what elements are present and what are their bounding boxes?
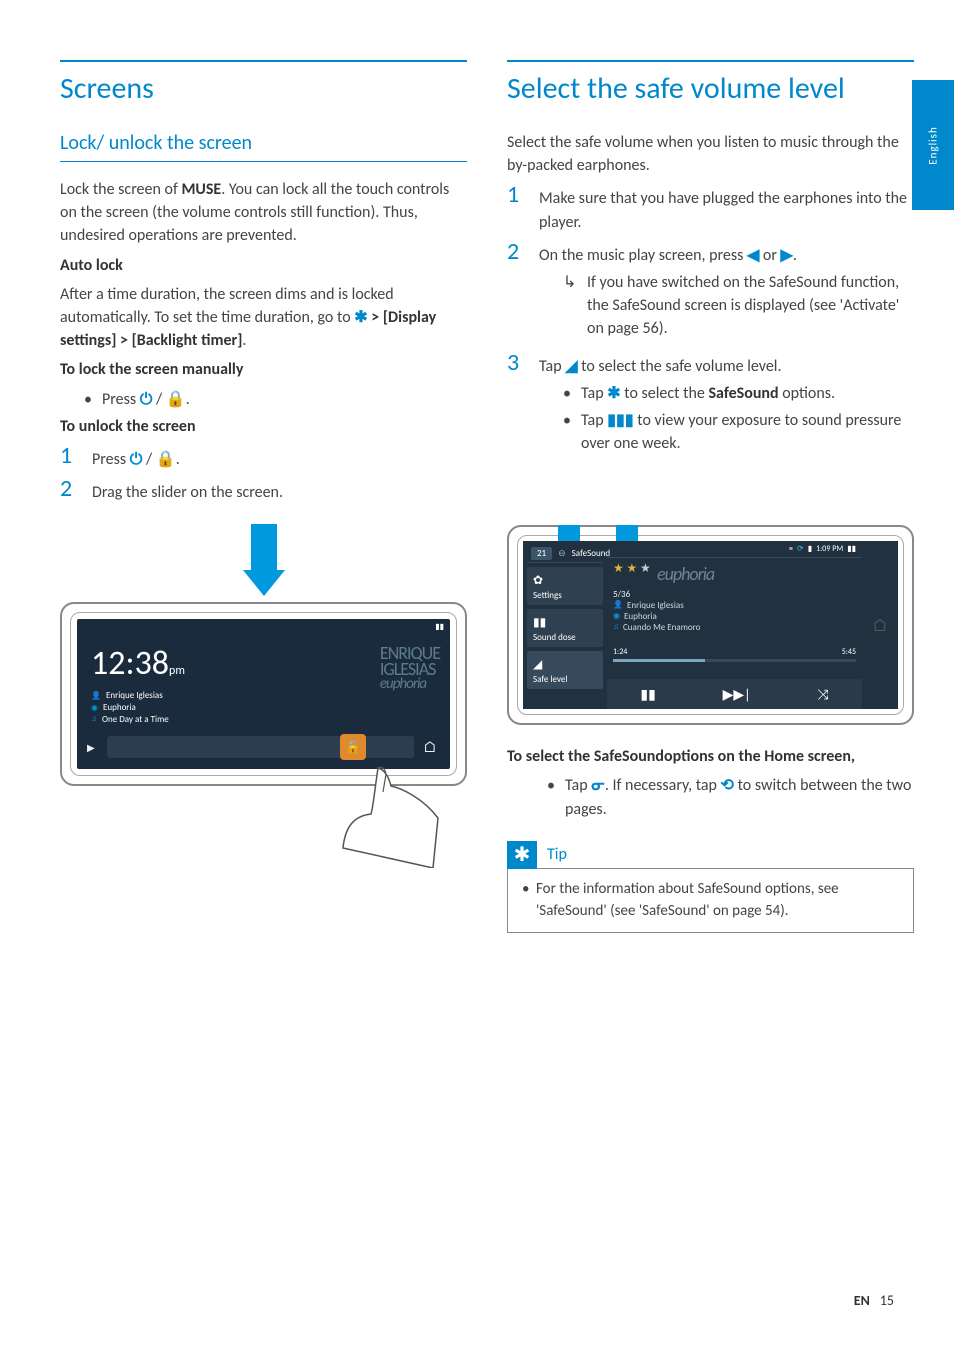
step-3-bullet-1: Tap ✱ to select the SafeSound options.: [563, 382, 914, 405]
battery-icon: ▮▮: [435, 622, 444, 632]
home-options-heading: To select the SafeSoundoptions on the Ho…: [507, 745, 914, 768]
tip-box: ✱ Tip For the information about SafeSoun…: [507, 841, 914, 934]
album-art-text: euphoria: [657, 563, 714, 585]
safe-level-icon: ◢: [565, 357, 577, 376]
left-column: Screens Lock/ unlock the screen Lock the…: [60, 60, 467, 933]
sidebar-item-sound-dose: ▮▮ Sound dose: [527, 609, 603, 647]
step-2-sub: If you have switched on the SafeSound fu…: [563, 271, 914, 341]
auto-lock-body: After a time duration, the screen dims a…: [60, 283, 467, 353]
lock-icon: 🔒: [156, 450, 176, 469]
hand-illustration: [323, 758, 443, 868]
unlock-step-1: 1 Press ⏻ / 🔒.: [60, 444, 467, 471]
gear-icon: ✿: [533, 573, 597, 588]
home-options-bullet: Tap ᓂ. If necessary, tap ⟲ to switch bet…: [547, 774, 914, 820]
tip-icon: ✱: [507, 841, 537, 869]
gear-icon: ✱: [354, 308, 367, 327]
safesound-main: ≡ ⟳ ▮ 1:09 PM ▮▮ ★ ★ ★ euphoria: [607, 541, 862, 709]
footer-page: 15: [880, 1292, 894, 1309]
page-footer: EN 15: [854, 1292, 894, 1309]
album-icon: ◉: [613, 611, 620, 622]
page: Screens Lock/ unlock the screen Lock the…: [0, 0, 954, 973]
unlock-slider: ▶ 🔓 ⌂: [87, 733, 440, 761]
safesound-screen: 21 ⊖ SafeSound ✿ Settings ▮▮ Sound dose: [523, 541, 898, 709]
safesound-figure: 21 ⊖ SafeSound ✿ Settings ▮▮ Sound dose: [507, 525, 914, 725]
shuffle-icon: ⤨: [817, 686, 828, 703]
home-icon: ⌂: [420, 738, 440, 757]
arrow-down-icon: [243, 524, 285, 596]
playback-controls: ▮▮ ▶▶| ⤨: [607, 679, 862, 709]
headphone-icon: ⊖: [558, 548, 566, 559]
track-info: 5/36 👤Enrique Iglesias ◉Euphoria ♫Cuando…: [613, 589, 700, 633]
back-button: 21: [531, 547, 552, 560]
step-2: 2 On the music play screen, press ◀ or ▶…: [507, 240, 914, 345]
battery-icon: ▮▮: [847, 544, 856, 554]
lockscreen: ▮▮ 12:38pm ENRIQUE IGLESIAS euphoria 👤En…: [77, 619, 450, 769]
lockscreen-figure: ▮▮ 12:38pm ENRIQUE IGLESIAS euphoria 👤En…: [60, 524, 467, 844]
sidebar-item-settings: ✿ Settings: [527, 567, 603, 605]
safe-volume-intro: Select the safe volume when you listen t…: [507, 131, 914, 177]
bars-icon: ▮▮▮: [607, 411, 633, 430]
power-icon: ⏻: [130, 450, 143, 469]
step-1: 1 Make sure that you have plugged the ea…: [507, 183, 914, 233]
page-switch-icon: ⟲: [721, 776, 734, 795]
artist-icon: 👤: [613, 600, 623, 611]
footer-lang: EN: [854, 1292, 870, 1309]
pause-icon: ▮▮: [640, 686, 655, 703]
lock-intro: Lock the screen of MUSE. You can lock al…: [60, 178, 467, 248]
step-3: 3 Tap ◢ to select the safe volume level.…: [507, 351, 914, 460]
rating-stars: ★ ★ ★: [613, 561, 651, 576]
volume-icon: ▮: [808, 544, 812, 554]
home-icon: ⌂: [872, 614, 888, 636]
sidebar-item-safe-level: ◢ Safe level: [527, 651, 603, 689]
safe-volume-steps: 1 Make sure that you have plugged the ea…: [507, 183, 914, 459]
tip-text: For the information about SafeSound opti…: [522, 879, 899, 923]
auto-lock-heading: Auto lock: [60, 254, 467, 277]
slider-handle: 🔓: [340, 734, 366, 760]
list-icon: ≡: [789, 544, 793, 554]
tip-label: Tip: [547, 845, 567, 864]
safe-level-icon: ◢: [533, 657, 597, 672]
gear-icon: ✱: [607, 384, 620, 403]
right-column: Select the safe volume level Select the …: [507, 60, 914, 933]
artist-icon: 👤: [91, 691, 101, 701]
bars-icon: ▮▮: [533, 615, 597, 630]
right-arrow-icon: ▶: [781, 246, 793, 265]
lock-icon: 🔒: [166, 390, 186, 409]
left-arrow-icon: ◀: [747, 246, 759, 265]
track-icon: ♫: [613, 622, 619, 633]
headphone-search-icon: ᓂ: [591, 776, 605, 795]
power-icon: ⏻: [140, 390, 153, 409]
track-info: 👤Enrique Iglesias ◉Euphoria ♫One Day at …: [77, 686, 450, 729]
subsection-lock-unlock: Lock/ unlock the screen: [60, 131, 467, 162]
unlock-step-2: 2 Drag the slider on the screen.: [60, 477, 467, 504]
progress-bar: 1:24 5:45: [613, 647, 856, 662]
lock-manual-heading: To lock the screen manually: [60, 358, 467, 381]
lock-manual-list: Press ⏻ / 🔒.: [84, 388, 467, 411]
section-heading-screens: Screens: [60, 60, 467, 107]
album-icon: ◉: [91, 703, 98, 713]
section-heading-safe-volume: Select the safe volume level: [507, 60, 914, 107]
unlock-steps: 1 Press ⏻ / 🔒. 2 Drag the slider on the …: [60, 444, 467, 504]
next-icon: ▶▶|: [723, 686, 751, 703]
lock-manual-item: Press ⏻ / 🔒.: [84, 388, 467, 411]
language-tab: English: [912, 80, 954, 210]
language-tab-text: English: [927, 126, 940, 164]
step-3-bullet-2: Tap ▮▮▮ to view your exposure to sound p…: [563, 409, 914, 455]
safesound-sidebar: 21 ⊖ SafeSound ✿ Settings ▮▮ Sound dose: [523, 541, 607, 709]
repeat-icon: ⟳: [797, 544, 804, 554]
album-art-text: ENRIQUE IGLESIAS euphoria: [380, 645, 440, 691]
unlock-heading: To unlock the screen: [60, 415, 467, 438]
device-frame: 21 ⊖ SafeSound ✿ Settings ▮▮ Sound dose: [507, 525, 914, 725]
play-indicator-icon: ▶: [87, 741, 101, 754]
track-icon: ♫: [91, 714, 97, 724]
